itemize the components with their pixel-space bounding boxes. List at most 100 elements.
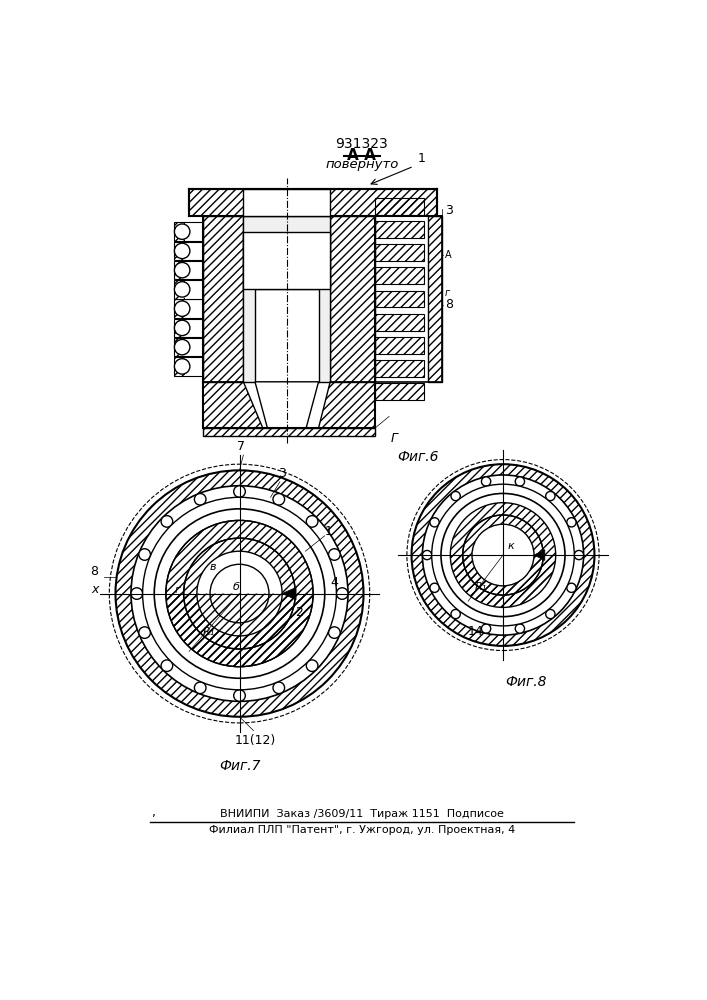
Text: Фиг.7: Фиг.7	[218, 759, 260, 773]
Bar	[174, 299, 203, 318]
Bar	[375, 244, 424, 261]
Text: x: x	[91, 583, 98, 596]
Bar	[375, 267, 424, 284]
Text: Фиг.8: Фиг.8	[506, 675, 547, 689]
Circle shape	[143, 497, 337, 690]
Text: г: г	[175, 585, 180, 595]
Bar	[375, 337, 424, 354]
Text: R₁: R₁	[202, 627, 215, 637]
Text: 1: 1	[418, 152, 426, 165]
Circle shape	[161, 660, 173, 671]
Bar	[375, 267, 424, 284]
Text: R₁: R₁	[475, 582, 487, 592]
Circle shape	[139, 627, 151, 638]
Text: к: к	[508, 541, 514, 551]
Bar	[375, 198, 424, 215]
Circle shape	[567, 518, 576, 527]
Text: 14: 14	[468, 625, 484, 638]
Bar	[428, 216, 442, 382]
Bar	[174, 242, 185, 260]
Circle shape	[546, 491, 555, 501]
Bar	[375, 314, 424, 331]
Bar	[174, 357, 203, 376]
Bar	[375, 291, 424, 307]
Bar	[174, 280, 185, 299]
Circle shape	[139, 549, 151, 560]
Circle shape	[306, 516, 318, 527]
Circle shape	[451, 491, 460, 501]
Text: г: г	[445, 288, 450, 298]
Bar	[174, 319, 185, 337]
Bar	[375, 198, 424, 215]
Circle shape	[175, 339, 190, 355]
Circle shape	[131, 486, 348, 701]
Bar	[255, 289, 319, 382]
Text: 3: 3	[278, 467, 286, 480]
Circle shape	[481, 624, 491, 633]
Circle shape	[175, 243, 190, 259]
Bar	[174, 338, 203, 356]
Bar	[375, 221, 424, 238]
Bar	[174, 319, 203, 337]
Text: 11(12): 11(12)	[235, 734, 276, 747]
Circle shape	[422, 550, 432, 560]
Circle shape	[430, 583, 439, 592]
Bar	[189, 189, 437, 216]
Bar	[330, 216, 375, 382]
Bar	[375, 337, 424, 354]
Circle shape	[115, 470, 363, 717]
Circle shape	[273, 494, 285, 505]
Text: 3: 3	[445, 204, 452, 217]
Text: А: А	[445, 250, 452, 260]
Bar	[189, 189, 437, 216]
Circle shape	[329, 549, 340, 560]
Polygon shape	[282, 587, 296, 600]
Circle shape	[234, 486, 245, 497]
Circle shape	[175, 262, 190, 278]
Circle shape	[131, 588, 143, 599]
Bar	[174, 299, 185, 318]
Bar	[375, 314, 424, 331]
Bar	[243, 189, 330, 216]
Circle shape	[273, 682, 285, 694]
Bar	[243, 232, 330, 289]
Circle shape	[430, 518, 439, 527]
Text: 8: 8	[445, 298, 453, 311]
Bar	[203, 216, 243, 382]
Bar	[174, 222, 185, 241]
Circle shape	[567, 583, 576, 592]
Bar	[174, 242, 203, 260]
Circle shape	[462, 515, 543, 595]
Text: Г: Г	[391, 432, 397, 445]
Bar	[375, 383, 424, 400]
Circle shape	[441, 493, 565, 617]
Circle shape	[515, 477, 525, 486]
Bar	[174, 261, 203, 279]
Circle shape	[175, 224, 190, 239]
Text: ,: ,	[152, 806, 156, 819]
Bar	[174, 280, 203, 299]
Text: А-А: А-А	[347, 148, 377, 163]
Circle shape	[432, 484, 574, 626]
Bar	[375, 291, 424, 307]
Circle shape	[574, 550, 583, 560]
Circle shape	[337, 588, 348, 599]
Circle shape	[234, 690, 245, 701]
Text: б: б	[232, 582, 239, 592]
Text: 7: 7	[237, 440, 245, 453]
Circle shape	[422, 475, 583, 635]
Circle shape	[175, 320, 190, 336]
Circle shape	[194, 682, 206, 694]
Circle shape	[175, 301, 190, 316]
Circle shape	[515, 624, 525, 633]
Circle shape	[411, 464, 595, 646]
Text: 931323: 931323	[336, 137, 388, 151]
Text: повернуто: повернуто	[325, 158, 399, 171]
Text: 8: 8	[90, 565, 98, 578]
Bar	[375, 360, 424, 377]
Circle shape	[175, 282, 190, 297]
Circle shape	[154, 509, 325, 678]
Circle shape	[451, 609, 460, 619]
Bar	[375, 360, 424, 377]
Polygon shape	[534, 550, 545, 560]
